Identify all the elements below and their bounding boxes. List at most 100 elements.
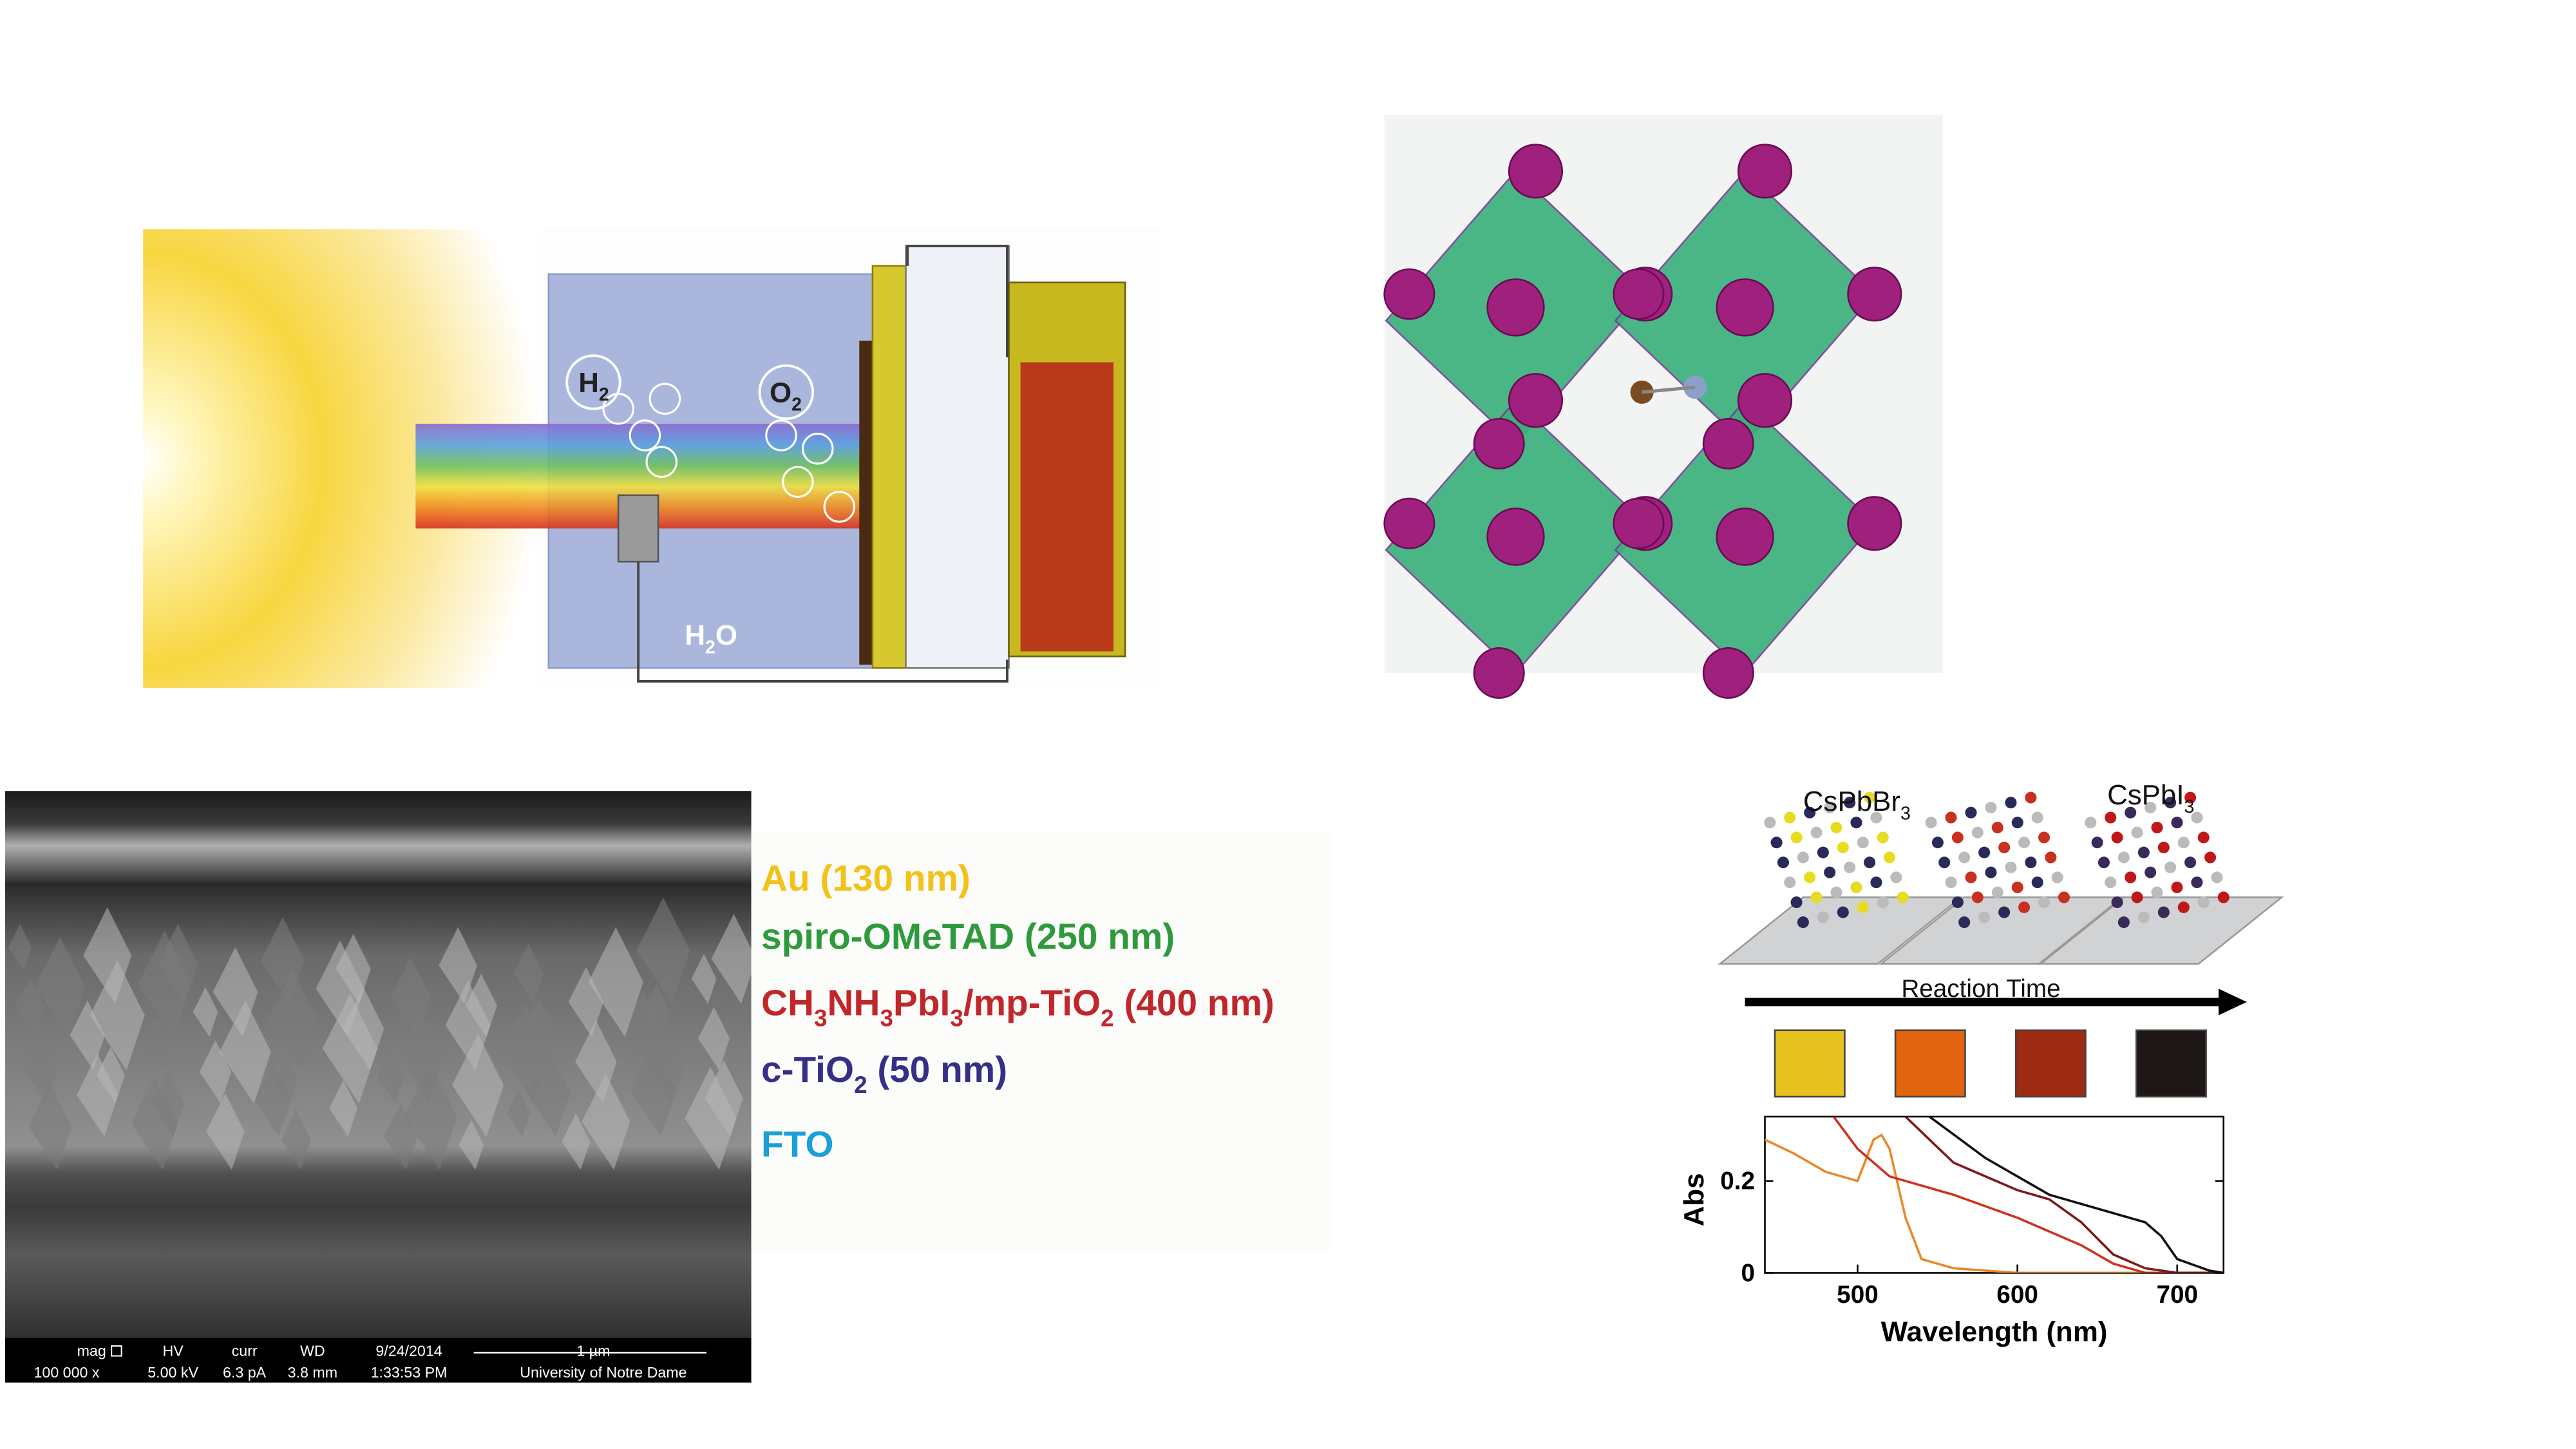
lattice-atom xyxy=(2171,817,2183,829)
solar-cell xyxy=(143,229,1160,688)
x-tick-label: 600 xyxy=(1996,1281,2038,1309)
crystal-label: CsPbBr3 xyxy=(1803,786,1911,824)
lattice-atom xyxy=(1817,911,1829,923)
lattice-atom xyxy=(2111,896,2123,909)
lattice-atom xyxy=(2025,791,2037,804)
lattice-atom xyxy=(2164,861,2177,873)
solar-label: O2 xyxy=(770,377,802,415)
grain xyxy=(562,1113,591,1170)
grain xyxy=(206,1093,245,1170)
lattice-atom xyxy=(1864,791,1876,804)
sem-value: 6.3 pA xyxy=(223,1364,267,1381)
atom xyxy=(1613,268,1665,320)
text-part: spiro-OMeTAD (250 nm) xyxy=(761,916,1175,957)
grain xyxy=(15,977,45,1037)
grain xyxy=(507,1090,531,1137)
grain xyxy=(377,1050,404,1104)
perovskite-crystal xyxy=(1383,115,1943,699)
sem-image xyxy=(5,791,757,1383)
substrate xyxy=(1879,896,2125,965)
lattice-atom xyxy=(2011,817,2023,829)
lattice-atom xyxy=(2177,837,2190,849)
text-part: CsPbI xyxy=(2107,779,2184,811)
grain xyxy=(329,1080,358,1137)
lattice-atom xyxy=(1945,876,1957,889)
text-part: /mp-TiO xyxy=(963,983,1101,1024)
lattice-atom xyxy=(1925,817,1937,829)
sample-vial xyxy=(2135,1029,2207,1098)
lattice-atom xyxy=(2184,857,2197,869)
lattice-atom xyxy=(1797,851,1809,864)
lattice-atom xyxy=(1870,876,1882,889)
lattice-atom xyxy=(1978,846,1991,858)
lattice-atom xyxy=(1897,891,1909,904)
lattice-atom xyxy=(2191,876,2203,889)
lattice-atom xyxy=(2131,891,2143,904)
atom xyxy=(1383,268,1435,320)
lattice-atom xyxy=(1991,886,2003,898)
series-line xyxy=(1765,1133,2224,1273)
atom xyxy=(1508,373,1564,428)
subscript: 2 xyxy=(705,637,715,658)
lattice-atom xyxy=(1985,801,1997,814)
lattice-atom xyxy=(1804,806,1816,819)
lattice-atom xyxy=(1824,801,1836,814)
grain xyxy=(711,914,757,1004)
bubble xyxy=(758,364,814,421)
lattice-atom xyxy=(1951,896,1964,909)
lattice-atom xyxy=(2018,837,2031,849)
text-part: c-TiO xyxy=(761,1050,854,1090)
lattice-atom xyxy=(1965,871,1977,884)
layer-label: spiro-OMeTAD (250 nm) xyxy=(761,916,1175,957)
grain xyxy=(35,937,85,1037)
lattice-atom xyxy=(2137,911,2150,923)
grain xyxy=(144,1017,172,1070)
lattice-atom xyxy=(2058,891,2070,904)
lattice-atom xyxy=(2111,831,2123,844)
lattice-atom xyxy=(1985,866,1997,878)
subscript: 3 xyxy=(2184,797,2195,817)
bond xyxy=(1642,385,1696,394)
y-tick-label: 0.2 xyxy=(1720,1168,1755,1195)
sem-header: WD xyxy=(300,1343,325,1359)
lattice-atom xyxy=(2191,811,2203,824)
grain xyxy=(219,1000,271,1104)
lattice-atom xyxy=(1857,901,1869,913)
text-part: Au (130 nm) xyxy=(761,858,971,899)
lattice-atom xyxy=(1810,826,1823,838)
lattice-atom xyxy=(2085,817,2097,829)
lattice-atom xyxy=(1951,831,1964,844)
sem-header: mag xyxy=(77,1343,106,1359)
lattice-atom xyxy=(1824,866,1836,878)
lattice-atom xyxy=(1850,817,1862,829)
y-tick-label: 0 xyxy=(1741,1259,1756,1287)
series-line xyxy=(1832,1116,2224,1273)
crystal-label: CsPbI3 xyxy=(2107,779,2194,817)
lattice-atom xyxy=(2171,881,2183,893)
subscript: 2 xyxy=(599,384,609,405)
sem-value: 3.8 mm xyxy=(288,1364,337,1381)
atom xyxy=(1737,373,1793,428)
subscript: 3 xyxy=(1900,803,1911,824)
legend-panel xyxy=(751,831,1333,1250)
sample-vial xyxy=(2014,1029,2087,1098)
lattice-atom xyxy=(1764,817,1776,829)
sem-value: 1:33:53 PM xyxy=(371,1364,448,1381)
arrow-label: Reaction Time xyxy=(1901,975,2060,1003)
grain xyxy=(452,1033,504,1137)
sem-header: 1 µm xyxy=(576,1343,610,1359)
lattice-atom xyxy=(2151,886,2163,898)
lattice-atom xyxy=(1790,831,1803,844)
lattice-atom xyxy=(2031,811,2043,824)
lattice-atom xyxy=(1864,857,1876,869)
subscript: 3 xyxy=(950,1005,963,1032)
text-part: FTO xyxy=(761,1124,833,1165)
lattice-atom xyxy=(1830,821,1842,834)
atom xyxy=(1702,647,1754,699)
lattice-atom xyxy=(2105,811,2117,824)
bubble xyxy=(565,354,621,410)
lattice-atom xyxy=(1844,861,1856,873)
atom xyxy=(1847,267,1902,322)
lattice-atom xyxy=(1797,916,1809,929)
lattice-atom xyxy=(1958,851,1971,864)
